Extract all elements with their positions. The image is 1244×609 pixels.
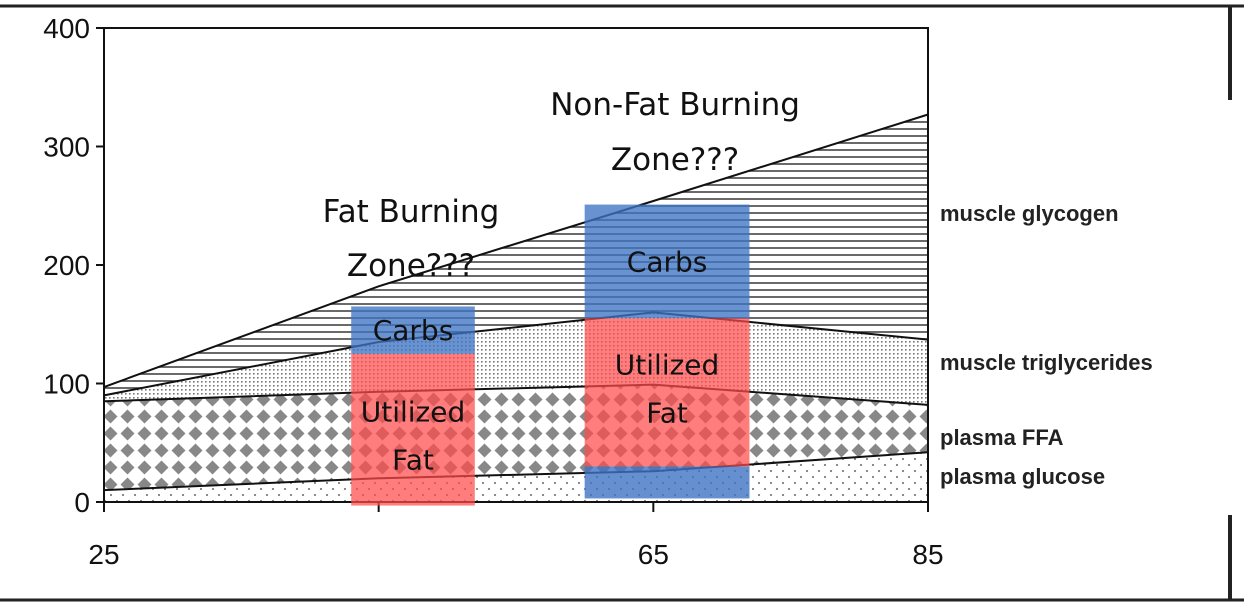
- zone-label: Non-Fat Burning: [550, 87, 800, 123]
- zone-label: Zone???: [347, 248, 475, 284]
- annotation-2: Carbs Utilized Fat Non-Fat Burning Zone???: [550, 87, 800, 499]
- area-muscle-glycogen: [104, 114, 928, 396]
- utilized-fat-label: Fat: [646, 396, 688, 429]
- legend-muscle-triglycerides: muscle triglycerides: [940, 350, 1153, 375]
- zone-label: Zone???: [611, 142, 739, 178]
- x-tick-label: 25: [88, 539, 119, 570]
- y-tick-label: 100: [43, 369, 90, 400]
- carbs-label: Carbs: [627, 245, 708, 278]
- y-tick-label: 400: [43, 13, 90, 44]
- annotation-1: Carbs Utilized Fat Fat Burning Zone???: [323, 194, 500, 506]
- carbs-box: [584, 204, 750, 319]
- legend-plasma-glucose: plasma glucose: [940, 464, 1105, 489]
- line-plasma-ffa: [103, 383, 929, 406]
- legend-muscle-glycogen: muscle glycogen: [940, 201, 1119, 226]
- utilized-fat-box: [351, 353, 475, 506]
- utilized-fat-label: Utilized: [615, 348, 720, 381]
- carbs-label: Carbs: [373, 314, 454, 347]
- y-tick-label: 200: [43, 250, 90, 281]
- carbs-bottom-box: [584, 466, 750, 499]
- y-tick-label: 0: [74, 487, 90, 518]
- utilized-fat-label: Fat: [392, 444, 434, 477]
- y-tick-label: 300: [43, 132, 90, 163]
- x-tick-label: 65: [638, 539, 669, 570]
- x-tick-label: 85: [912, 539, 943, 570]
- line-muscle-triglycerides: [103, 311, 929, 397]
- legend-plasma-ffa: plasma FFA: [940, 425, 1064, 450]
- carbs-box: [351, 306, 475, 354]
- utilized-fat-label: Utilized: [361, 396, 466, 429]
- utilized-fat-box: [584, 318, 750, 467]
- line-plasma-glucose: [103, 451, 929, 492]
- zone-label: Fat Burning: [323, 194, 500, 230]
- line-muscle-glycogen: [103, 113, 929, 388]
